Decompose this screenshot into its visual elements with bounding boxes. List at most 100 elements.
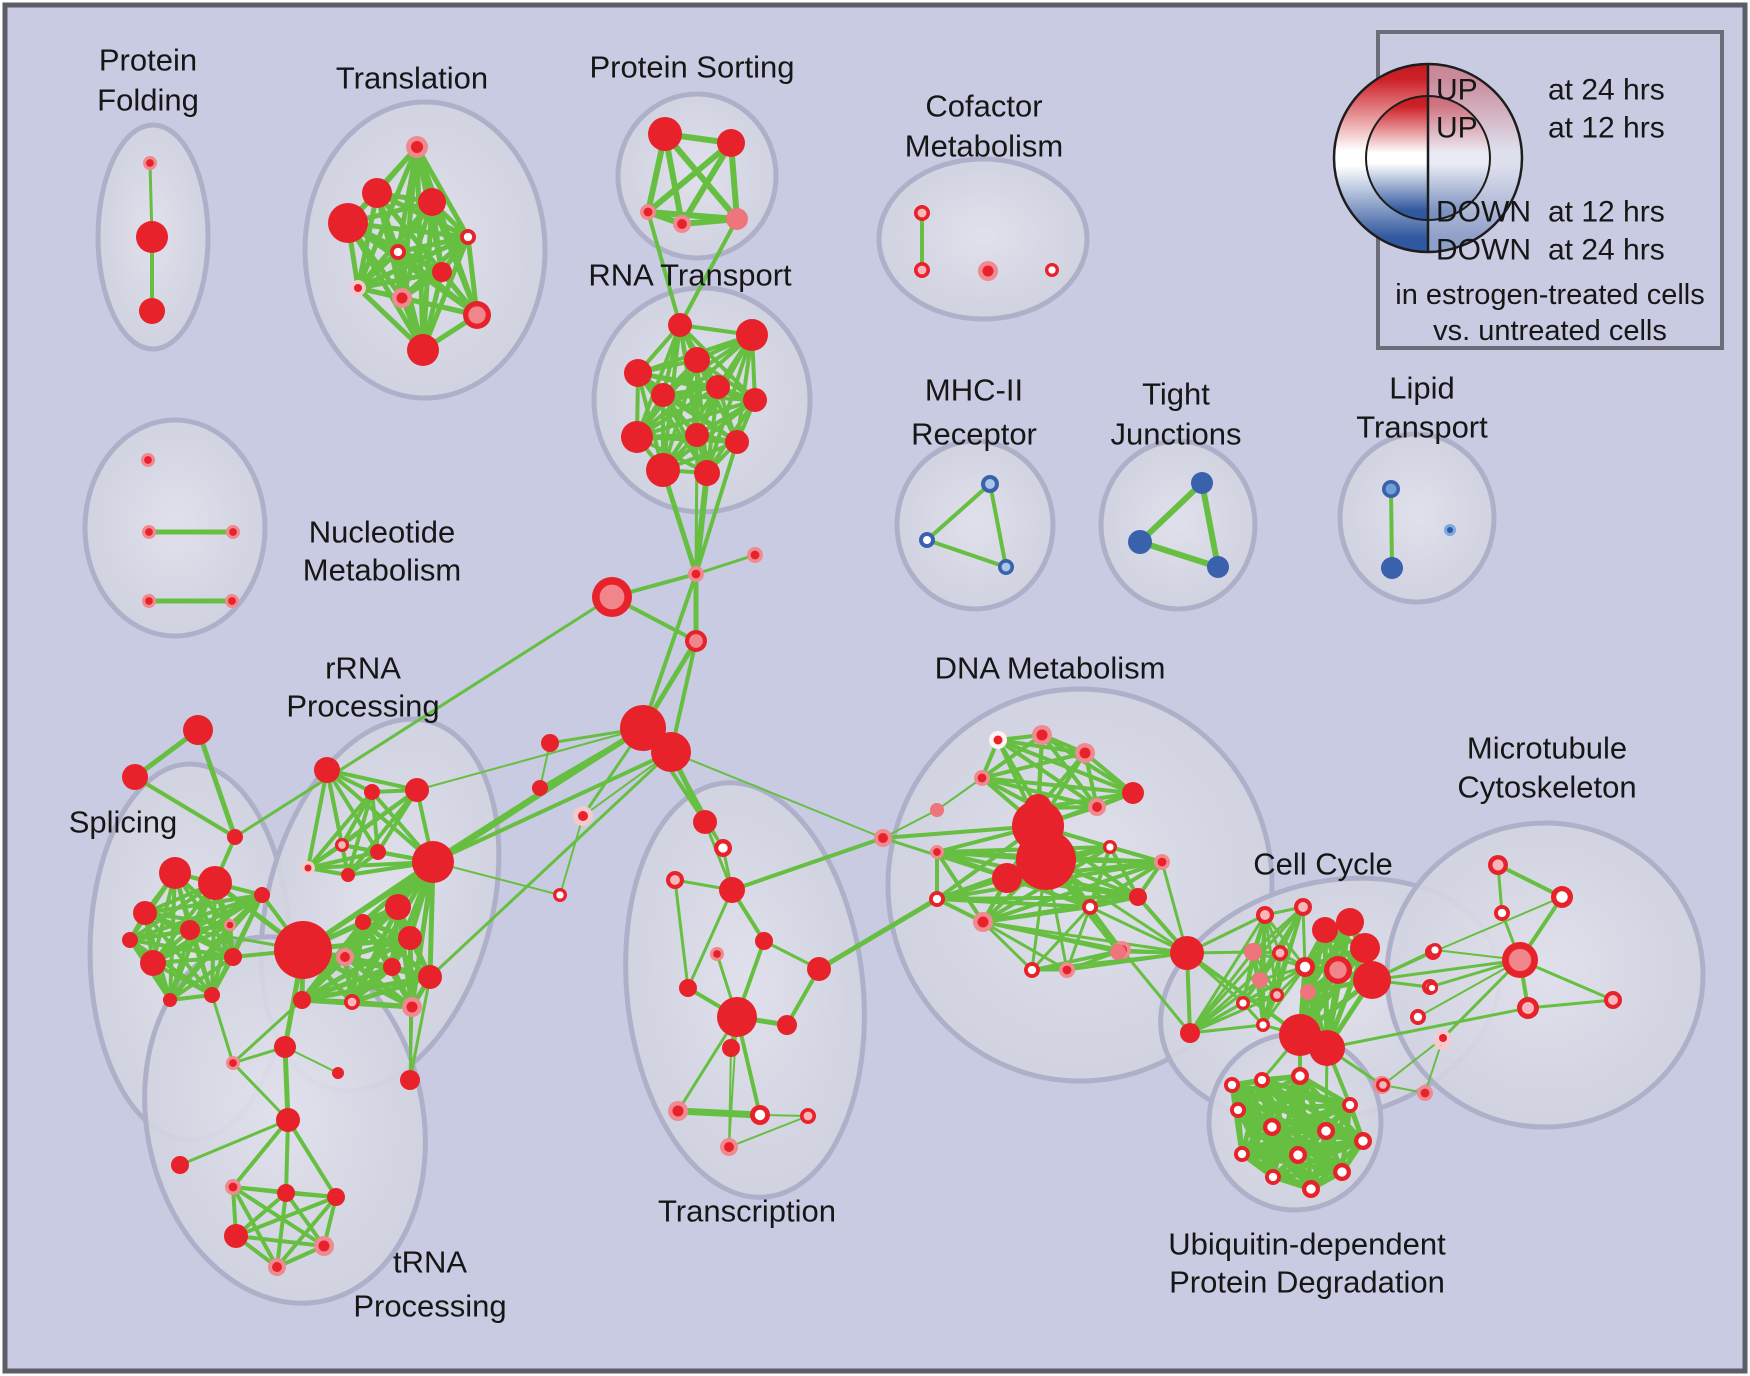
node-sl1[interactable] [183, 715, 213, 745]
edge-dm15-sp6[interactable] [670, 751, 884, 839]
edge-ps5-rt0[interactable] [678, 218, 739, 326]
edge-mc5-mc9[interactable] [1441, 958, 1522, 1040]
node-tn4[interactable] [171, 1156, 189, 1174]
edge-tr2-tr8[interactable] [355, 192, 380, 289]
node-lp3[interactable] [1444, 524, 1456, 536]
edge-ps1-ps5[interactable] [662, 132, 740, 221]
node-dm19[interactable] [973, 912, 993, 932]
node-tr6[interactable] [390, 244, 406, 260]
edge-tr5-tr11[interactable] [420, 236, 471, 351]
edge-sp10-rr8[interactable] [432, 861, 561, 896]
node-sl13[interactable] [204, 987, 220, 1003]
edge-dm19-dm20[interactable] [982, 905, 1091, 924]
edge-rt8-sp1[interactable] [694, 434, 699, 575]
edge-tr3-tr11[interactable] [345, 221, 426, 352]
edge-tn12-rr18[interactable] [408, 1006, 414, 1081]
edge-dm19-dm25[interactable] [982, 920, 1188, 955]
node-sp7[interactable] [541, 734, 559, 752]
node-rr12[interactable] [274, 921, 332, 979]
node-rr13[interactable] [336, 948, 354, 966]
node-cc21[interactable] [1410, 1009, 1426, 1025]
node-tr8[interactable] [350, 280, 366, 296]
node-mh1[interactable] [981, 475, 999, 493]
edge-dm19-dm23[interactable] [982, 920, 1068, 972]
edge-rr1-rr5[interactable] [306, 769, 329, 869]
edge-dm3-dm4[interactable] [981, 751, 1086, 780]
node-cf3[interactable] [978, 261, 998, 281]
node-sp9[interactable] [573, 806, 593, 826]
node-dm17[interactable] [930, 845, 944, 859]
node-mc9[interactable] [1435, 1030, 1451, 1046]
edge-tn12-rr15[interactable] [408, 976, 432, 1081]
edge-tx10-dm16[interactable] [817, 896, 939, 972]
node-tn7[interactable] [277, 1184, 295, 1202]
edge-dm23-dm24[interactable] [1066, 950, 1119, 972]
node-cc11[interactable] [1312, 917, 1338, 943]
edge-tr7-tr8[interactable] [357, 269, 443, 291]
edge-tn3-tn4[interactable] [179, 1118, 289, 1167]
node-sl8[interactable] [224, 919, 236, 931]
edge-tr6-tr8[interactable] [356, 250, 400, 290]
node-nm2[interactable] [142, 525, 156, 539]
node-sl9[interactable] [254, 887, 270, 903]
node-rt10[interactable] [646, 453, 680, 487]
edge-ub12-ub13[interactable] [1308, 1103, 1353, 1191]
node-ub3[interactable] [1291, 1067, 1309, 1085]
node-cc5[interactable] [1295, 957, 1315, 977]
node-cc8[interactable] [1270, 988, 1284, 1002]
edge-rr2-rr5[interactable] [306, 790, 374, 870]
node-cc12[interactable] [1336, 908, 1364, 936]
node-cf2[interactable] [914, 262, 930, 278]
edge-sl2-sl3[interactable] [133, 775, 237, 839]
edge-dm20-dm23[interactable] [1065, 906, 1092, 971]
node-mh2[interactable] [919, 532, 935, 548]
edge-dm20-dm25[interactable] [1089, 905, 1188, 955]
edge-rr9-rr16[interactable] [349, 905, 401, 1004]
node-lp1[interactable] [1382, 480, 1400, 498]
node-ub4[interactable] [1230, 1102, 1246, 1118]
edge-dm15-dm11[interactable] [882, 836, 1008, 880]
edge-tn8-tn9[interactable] [235, 1195, 337, 1238]
node-sl5[interactable] [198, 866, 232, 900]
node-rt5[interactable] [651, 383, 675, 407]
node-cc17[interactable] [1309, 1030, 1345, 1066]
edge-tx14-tx15[interactable] [728, 1115, 809, 1148]
node-mc2[interactable] [1551, 886, 1573, 908]
edge-rt0-rt7[interactable] [635, 324, 682, 438]
node-dm15[interactable] [874, 829, 892, 847]
node-tr4[interactable] [418, 188, 446, 216]
edge-sl12-sl14[interactable] [168, 955, 235, 1002]
edge-rr14-rr17[interactable] [301, 964, 393, 1003]
node-tx3[interactable] [666, 871, 684, 889]
node-ub9[interactable] [1289, 1146, 1307, 1164]
node-tx4[interactable] [719, 877, 745, 903]
edge-cc3-cc4[interactable] [1251, 905, 1305, 954]
node-rr5[interactable] [301, 861, 315, 875]
node-tx10[interactable] [807, 957, 831, 981]
edge-tn9-tn10[interactable] [235, 1234, 325, 1248]
node-tj1[interactable] [1191, 472, 1213, 494]
edge-tr5-tr6[interactable] [397, 234, 469, 255]
node-dm7[interactable] [1088, 798, 1106, 816]
node-tr9[interactable] [392, 288, 412, 308]
edge-tn6-tn10[interactable] [231, 1185, 326, 1248]
edge-rr3-rr6[interactable] [346, 788, 419, 877]
edge-cc15-mc5[interactable] [1371, 958, 1521, 982]
edge-dm25-cc16[interactable] [1185, 951, 1302, 1037]
node-tx9[interactable] [777, 1015, 797, 1035]
edge-tr1-tr5[interactable] [414, 145, 471, 239]
node-dm3[interactable] [1075, 743, 1095, 763]
node-rr4[interactable] [335, 838, 349, 852]
edge-tx4-tx7[interactable] [686, 889, 734, 989]
node-tj2[interactable] [1128, 530, 1152, 554]
node-cc10[interactable] [1256, 1018, 1270, 1032]
edge-rr3-rr7[interactable] [376, 788, 419, 854]
edge-rr12-sp5[interactable] [301, 726, 645, 952]
edge-dm4-dm6[interactable] [981, 776, 1134, 795]
edge-rr5-rr7[interactable] [307, 850, 379, 870]
node-tr10[interactable] [463, 301, 491, 329]
node-tx11[interactable] [722, 1039, 740, 1057]
edge-ub7-ub10[interactable] [1272, 1138, 1364, 1180]
node-rt3[interactable] [624, 359, 652, 387]
node-tn9[interactable] [224, 1224, 248, 1248]
